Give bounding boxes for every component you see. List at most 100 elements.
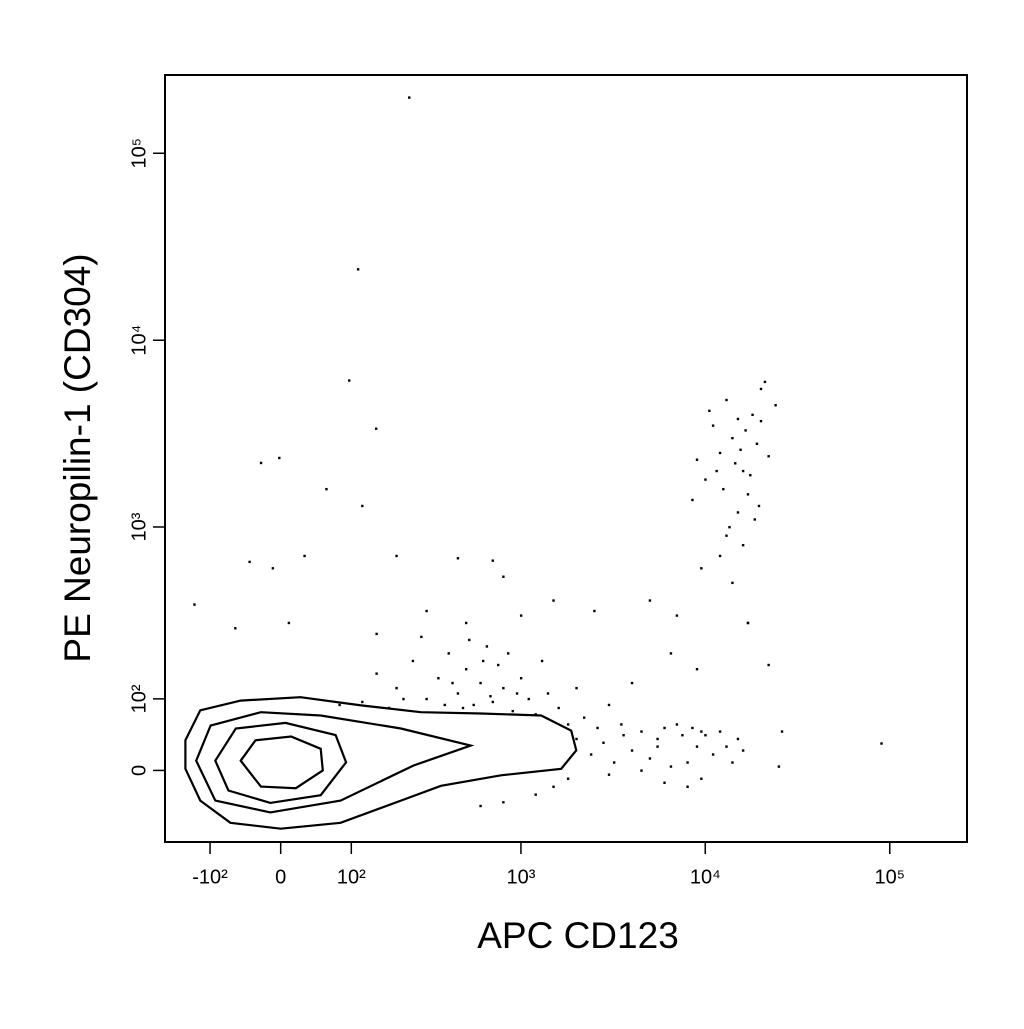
event-dot xyxy=(763,380,767,384)
event-dot xyxy=(234,627,237,630)
event-dot xyxy=(534,713,537,716)
event-dot xyxy=(711,753,715,756)
event-dot xyxy=(691,726,694,730)
event-dot xyxy=(704,734,707,737)
event-dot xyxy=(607,703,611,707)
contour-line xyxy=(239,735,324,790)
event-dot xyxy=(593,609,596,613)
event-dot xyxy=(259,461,263,465)
event-dot xyxy=(700,730,703,733)
x-tick-label: 0 xyxy=(275,866,286,888)
event-dot xyxy=(596,726,599,730)
y-axis-label: PE Neuropilin-1 (CD304) xyxy=(57,253,98,662)
event-dot xyxy=(506,652,510,655)
event-dot xyxy=(663,781,666,784)
event-dot xyxy=(663,726,666,730)
event-dot xyxy=(468,638,471,642)
event-dot xyxy=(736,417,740,421)
event-dot xyxy=(566,723,570,726)
event-dot xyxy=(402,697,405,701)
event-dot xyxy=(575,686,578,690)
event-dot xyxy=(744,429,747,432)
event-dot xyxy=(395,554,398,558)
event-dot xyxy=(479,804,482,808)
event-dot xyxy=(675,614,679,617)
event-dot xyxy=(630,749,634,752)
plot-frame xyxy=(164,74,968,843)
event-dot xyxy=(527,697,530,701)
event-dot xyxy=(546,692,550,695)
event-dot xyxy=(387,706,391,710)
event-dot xyxy=(395,686,398,690)
event-dot xyxy=(557,706,560,710)
event-dot xyxy=(491,559,494,562)
y-tick-label: 10⁴ xyxy=(128,325,150,356)
event-dot xyxy=(640,730,643,733)
event-dot xyxy=(691,498,694,502)
event-dot xyxy=(715,469,718,473)
event-dot xyxy=(552,599,555,602)
event-dot xyxy=(485,645,489,648)
event-dot xyxy=(695,745,699,748)
event-dot xyxy=(630,681,634,685)
event-dot xyxy=(502,801,505,804)
event-dot xyxy=(408,96,411,99)
event-dot xyxy=(725,745,728,748)
event-dot xyxy=(338,703,341,707)
y-tick-label: 10³ xyxy=(128,512,150,541)
contour-line xyxy=(194,711,475,814)
event-dot xyxy=(437,677,440,680)
event-dot xyxy=(540,659,544,663)
x-tick-label: 10³ xyxy=(506,866,535,888)
event-dot xyxy=(741,543,745,547)
event-dot xyxy=(681,734,684,737)
event-dot xyxy=(620,723,623,726)
event-dot xyxy=(497,663,500,667)
event-dot xyxy=(734,462,737,465)
event-dot xyxy=(718,730,722,733)
event-dot xyxy=(749,474,752,477)
x-tick-label: 10⁵ xyxy=(874,866,905,888)
event-dot xyxy=(725,534,728,537)
event-dot xyxy=(582,716,586,719)
event-dot xyxy=(356,268,360,271)
event-dot xyxy=(774,404,777,407)
contour-line xyxy=(214,721,348,805)
event-dot xyxy=(602,741,605,744)
event-dot xyxy=(411,659,415,663)
event-dot xyxy=(622,734,625,737)
event-dot xyxy=(731,436,734,440)
event-dot xyxy=(447,652,450,655)
event-dot xyxy=(739,448,742,451)
event-dot xyxy=(736,511,740,514)
event-dot xyxy=(425,697,428,701)
event-dot xyxy=(704,478,707,481)
event-dot xyxy=(736,737,740,741)
event-dot xyxy=(575,737,578,741)
event-dot xyxy=(700,567,703,570)
y-tick-label: 10⁵ xyxy=(128,138,150,169)
event-dot xyxy=(700,777,703,780)
event-dot xyxy=(741,469,745,473)
event-dot xyxy=(193,603,196,606)
x-axis-label: APC CD123 xyxy=(477,915,679,956)
event-dot xyxy=(361,504,364,508)
event-dot xyxy=(669,765,673,768)
event-dot xyxy=(711,424,715,427)
event-dot xyxy=(731,761,734,764)
event-dot xyxy=(759,387,763,391)
event-dot xyxy=(325,487,328,491)
event-dot xyxy=(767,663,770,667)
contour-line xyxy=(184,696,578,830)
event-dot xyxy=(566,777,570,780)
event-dot xyxy=(425,609,428,613)
event-dot xyxy=(589,753,593,756)
event-dot xyxy=(479,681,482,685)
event-dot xyxy=(248,560,251,564)
event-dot xyxy=(461,706,465,710)
event-dot xyxy=(420,635,423,639)
event-dot xyxy=(375,632,378,636)
event-dot xyxy=(751,413,754,417)
event-dot xyxy=(612,761,616,764)
